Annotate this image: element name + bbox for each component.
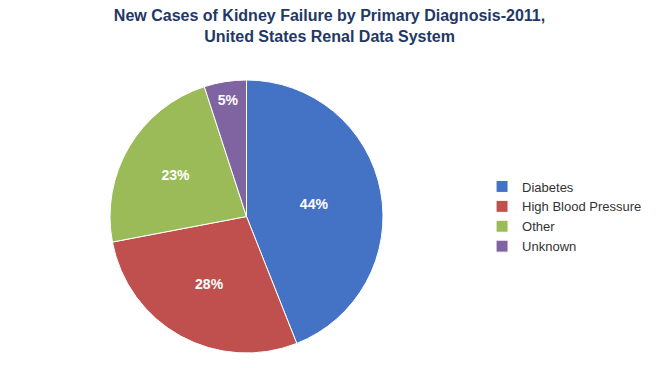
svg-text:Diabetes: Diabetes [522, 180, 574, 195]
svg-text:28%: 28% [195, 276, 224, 292]
svg-text:5%: 5% [218, 92, 239, 108]
svg-text:High Blood Pressure: High Blood Pressure [522, 199, 641, 214]
svg-text:New Cases of Kidney Failure by: New Cases of Kidney Failure by Primary D… [114, 7, 545, 45]
svg-text:Other: Other [522, 219, 555, 234]
svg-text:23%: 23% [161, 167, 190, 183]
svg-text:Unknown: Unknown [522, 239, 576, 254]
svg-text:44%: 44% [300, 196, 329, 212]
